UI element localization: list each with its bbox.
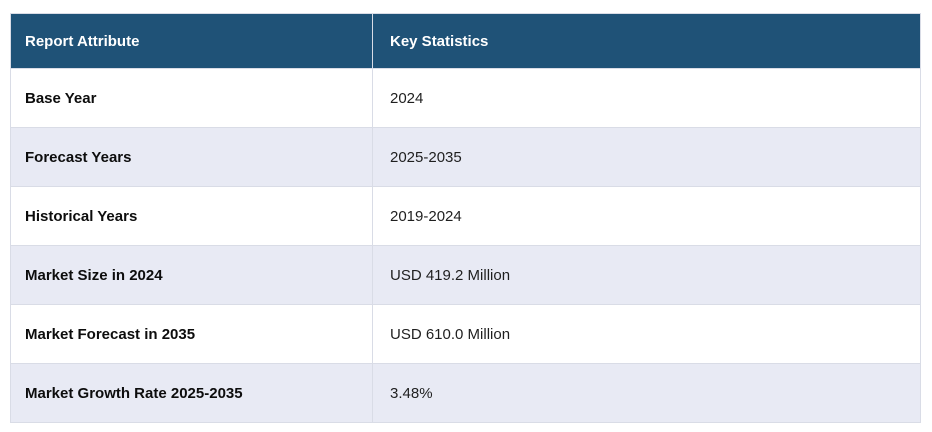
value-cell: USD 419.2 Million: [372, 245, 921, 305]
value-cell: 2019-2024: [372, 186, 921, 246]
value-cell: 3.48%: [372, 363, 921, 423]
header-cell-report-attribute: Report Attribute: [10, 13, 373, 69]
table-row: Market Forecast in 2035 USD 610.0 Millio…: [10, 304, 921, 364]
value-cell: USD 610.0 Million: [372, 304, 921, 364]
attribute-cell: Market Forecast in 2035: [10, 304, 373, 364]
table-row: Base Year 2024: [10, 68, 921, 128]
key-statistics-table: Report Attribute Key Statistics Base Yea…: [10, 13, 921, 423]
table-row: Forecast Years 2025-2035: [10, 127, 921, 187]
table-header-row: Report Attribute Key Statistics: [10, 13, 921, 69]
attribute-cell: Historical Years: [10, 186, 373, 246]
table-row: Market Growth Rate 2025-2035 3.48%: [10, 363, 921, 423]
table-row: Historical Years 2019-2024: [10, 186, 921, 246]
header-cell-key-statistics: Key Statistics: [372, 13, 921, 69]
table-row: Market Size in 2024 USD 419.2 Million: [10, 245, 921, 305]
attribute-cell: Forecast Years: [10, 127, 373, 187]
attribute-cell: Market Growth Rate 2025-2035: [10, 363, 373, 423]
attribute-cell: Market Size in 2024: [10, 245, 373, 305]
value-cell: 2024: [372, 68, 921, 128]
attribute-cell: Base Year: [10, 68, 373, 128]
value-cell: 2025-2035: [372, 127, 921, 187]
